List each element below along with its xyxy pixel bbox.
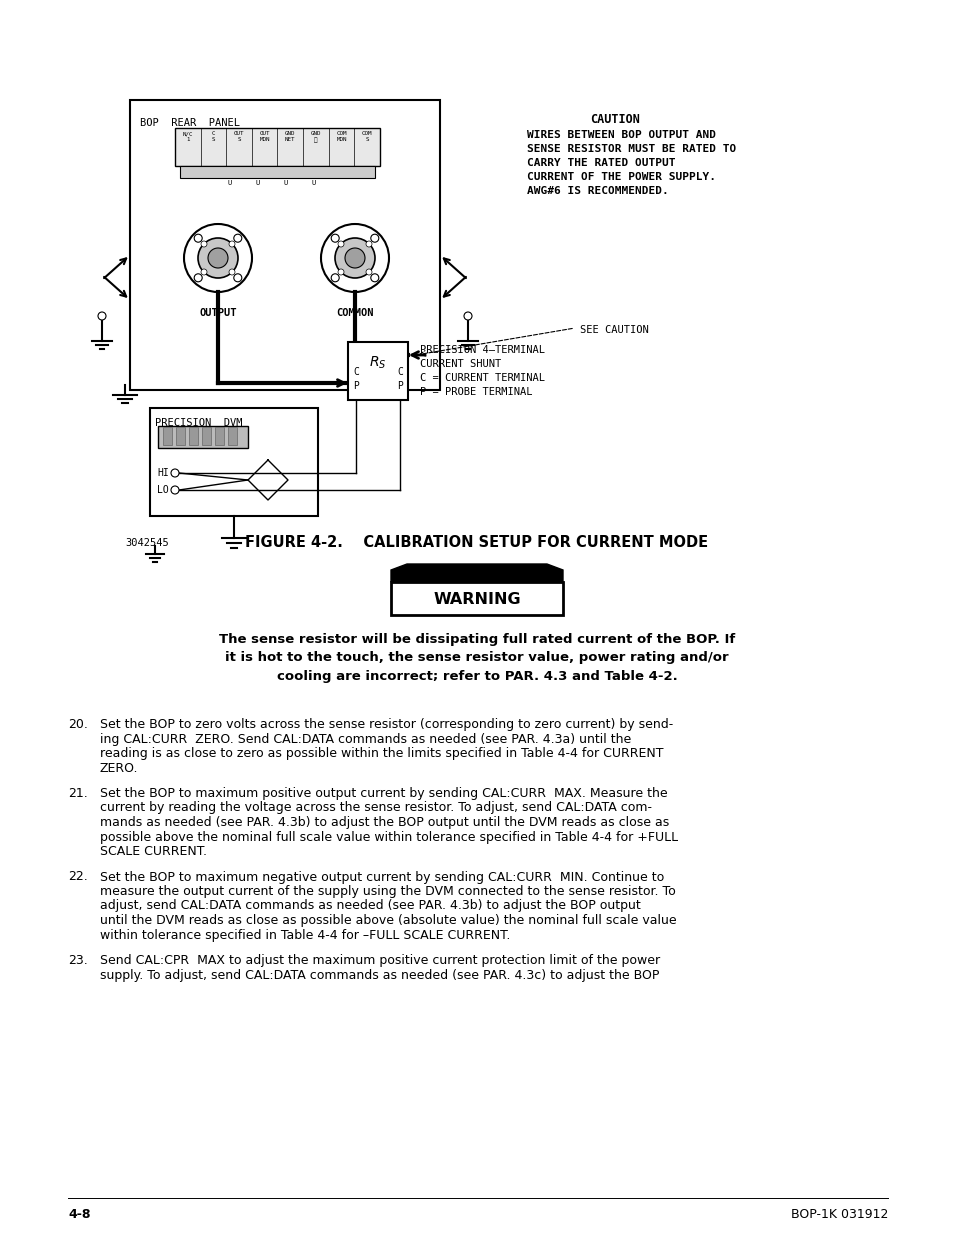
Text: mands as needed (see PAR. 4.3b) to adjust the BOP output until the DVM reads as : mands as needed (see PAR. 4.3b) to adjus… <box>100 816 669 829</box>
Text: P: P <box>396 382 402 391</box>
Text: 23.: 23. <box>68 953 88 967</box>
Circle shape <box>463 312 472 320</box>
Circle shape <box>345 248 365 268</box>
Text: PRECISION  DVM: PRECISION DVM <box>154 417 242 429</box>
Bar <box>214 427 224 445</box>
Text: WIRES BETWEEN BOP OUTPUT AND
SENSE RESISTOR MUST BE RATED TO
CARRY THE RATED OUT: WIRES BETWEEN BOP OUTPUT AND SENSE RESIS… <box>526 130 736 196</box>
Circle shape <box>331 274 339 282</box>
Text: GND
⏚: GND ⏚ <box>311 131 321 143</box>
Text: GND
NET: GND NET <box>285 131 295 142</box>
Text: U: U <box>284 180 288 186</box>
Circle shape <box>171 487 179 494</box>
Circle shape <box>371 274 378 282</box>
Circle shape <box>335 238 375 278</box>
Bar <box>163 427 172 445</box>
Text: C
S: C S <box>212 131 215 142</box>
Text: U: U <box>255 180 260 186</box>
Text: ZERO.: ZERO. <box>100 762 138 774</box>
Circle shape <box>171 469 179 477</box>
Circle shape <box>331 235 339 242</box>
Text: reading is as close to zero as possible within the limits specified in Table 4-4: reading is as close to zero as possible … <box>100 747 662 760</box>
Text: adjust, send CAL:DATA commands as needed (see PAR. 4.3b) to adjust the BOP outpu: adjust, send CAL:DATA commands as needed… <box>100 899 640 913</box>
Text: HI: HI <box>157 468 169 478</box>
Text: Set the BOP to maximum positive output current by sending CAL:CURR  MAX. Measure: Set the BOP to maximum positive output c… <box>100 787 667 800</box>
Circle shape <box>366 269 372 275</box>
Circle shape <box>337 269 344 275</box>
Text: supply. To adjust, send CAL:DATA commands as needed (see PAR. 4.3c) to adjust th: supply. To adjust, send CAL:DATA command… <box>100 968 659 982</box>
Circle shape <box>233 235 241 242</box>
Text: BOP-1K 031912: BOP-1K 031912 <box>790 1208 887 1221</box>
Circle shape <box>233 274 241 282</box>
Text: Set the BOP to zero volts across the sense resistor (corresponding to zero curre: Set the BOP to zero volts across the sen… <box>100 718 673 731</box>
Bar <box>391 582 562 615</box>
Bar <box>174 128 379 165</box>
Bar <box>180 165 375 178</box>
Text: until the DVM reads as close as possible above (absolute value) the nominal full: until the DVM reads as close as possible… <box>100 914 676 927</box>
Bar <box>150 408 317 516</box>
Text: CAUTION: CAUTION <box>590 112 639 126</box>
Polygon shape <box>391 564 562 582</box>
Text: C: C <box>353 367 358 377</box>
Circle shape <box>371 235 378 242</box>
Text: P: P <box>353 382 358 391</box>
Circle shape <box>201 241 207 247</box>
Text: OUT
MON: OUT MON <box>259 131 270 142</box>
Text: FIGURE 4-2.    CALIBRATION SETUP FOR CURRENT MODE: FIGURE 4-2. CALIBRATION SETUP FOR CURREN… <box>245 535 708 550</box>
Text: Send CAL:CPR  MAX to adjust the maximum positive current protection limit of the: Send CAL:CPR MAX to adjust the maximum p… <box>100 953 659 967</box>
Text: The sense resistor will be dissipating full rated current of the BOP. If
it is h: The sense resistor will be dissipating f… <box>218 634 735 683</box>
Text: PRECISION 4–TERMINAL
CURRENT SHUNT
C = CURRENT TERMINAL
P = PROBE TERMINAL: PRECISION 4–TERMINAL CURRENT SHUNT C = C… <box>419 345 544 396</box>
Bar <box>158 426 248 448</box>
Text: possible above the nominal full scale value within tolerance specified in Table : possible above the nominal full scale va… <box>100 830 678 844</box>
Circle shape <box>337 241 344 247</box>
Text: measure the output current of the supply using the DVM connected to the sense re: measure the output current of the supply… <box>100 885 675 898</box>
Text: BOP  REAR  PANEL: BOP REAR PANEL <box>140 119 240 128</box>
Bar <box>175 427 185 445</box>
Text: current by reading the voltage across the sense resistor. To adjust, send CAL:DA: current by reading the voltage across th… <box>100 802 651 815</box>
Text: SEE CAUTION: SEE CAUTION <box>579 325 648 335</box>
Text: OUTPUT: OUTPUT <box>199 308 236 317</box>
Circle shape <box>198 238 237 278</box>
Circle shape <box>184 224 252 291</box>
Text: COM
MON: COM MON <box>336 131 347 142</box>
Text: SCALE CURRENT.: SCALE CURRENT. <box>100 845 207 858</box>
Text: 20.: 20. <box>68 718 88 731</box>
Text: U: U <box>228 180 232 186</box>
Text: WARNING: WARNING <box>433 592 520 606</box>
Text: 4-8: 4-8 <box>68 1208 91 1221</box>
Circle shape <box>229 269 234 275</box>
Text: within tolerance specified in Table 4-4 for –FULL SCALE CURRENT.: within tolerance specified in Table 4-4 … <box>100 929 510 941</box>
Bar <box>130 100 439 390</box>
Text: N/C
1: N/C 1 <box>182 131 193 142</box>
Text: U: U <box>312 180 315 186</box>
Text: LO: LO <box>157 485 169 495</box>
Circle shape <box>194 235 202 242</box>
Text: 22.: 22. <box>68 871 88 883</box>
Text: C: C <box>396 367 402 377</box>
Circle shape <box>366 241 372 247</box>
Bar <box>348 342 408 400</box>
Circle shape <box>229 241 234 247</box>
Text: 3042545: 3042545 <box>125 538 169 548</box>
Circle shape <box>208 248 228 268</box>
Circle shape <box>98 312 106 320</box>
Bar <box>189 427 198 445</box>
Text: COM
S: COM S <box>361 131 372 142</box>
Text: COMMON: COMMON <box>335 308 374 317</box>
Text: Set the BOP to maximum negative output current by sending CAL:CURR  MIN. Continu: Set the BOP to maximum negative output c… <box>100 871 663 883</box>
Text: $R_S$: $R_S$ <box>369 354 386 372</box>
Bar <box>202 427 211 445</box>
Text: ing CAL:CURR  ZERO. Send CAL:DATA commands as needed (see PAR. 4.3a) until the: ing CAL:CURR ZERO. Send CAL:DATA command… <box>100 732 631 746</box>
Text: OUT
S: OUT S <box>233 131 244 142</box>
Circle shape <box>320 224 389 291</box>
Text: 21.: 21. <box>68 787 88 800</box>
Circle shape <box>201 269 207 275</box>
Bar <box>228 427 236 445</box>
Circle shape <box>194 274 202 282</box>
